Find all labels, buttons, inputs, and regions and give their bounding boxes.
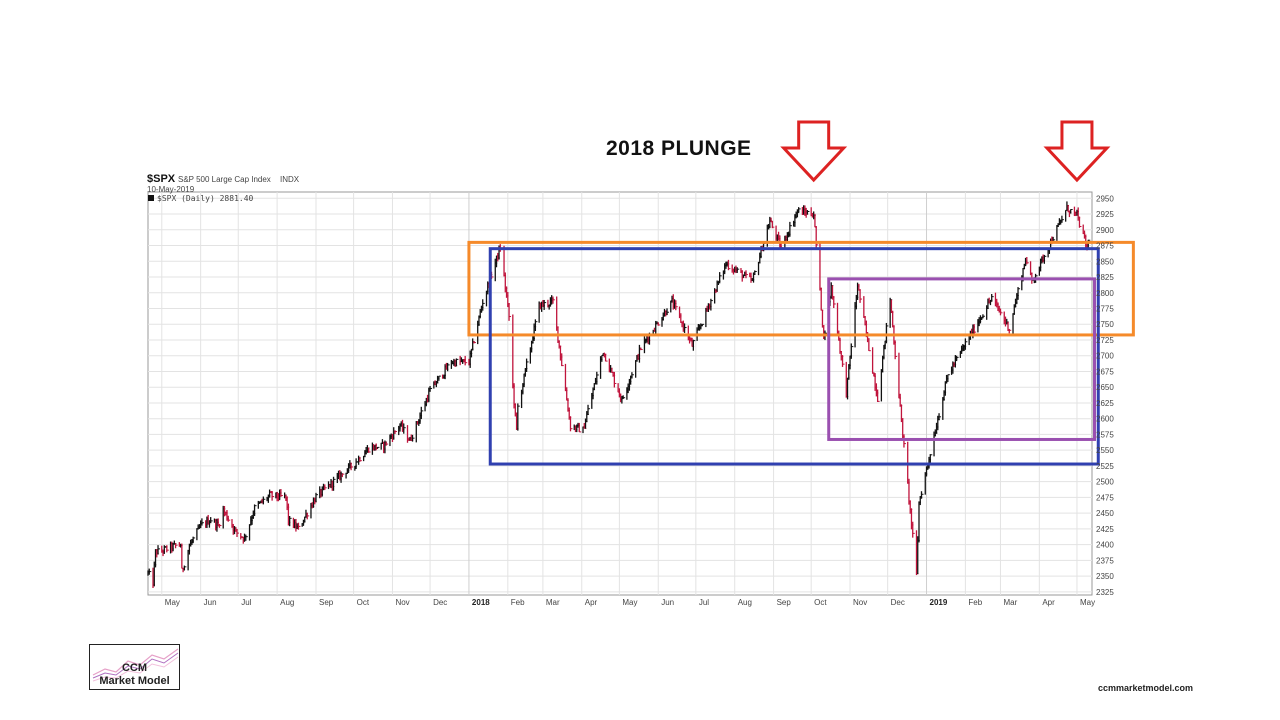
x-tick-label: May (622, 598, 637, 607)
chart-symbol: $SPX (147, 173, 176, 185)
y-tick-label: 2775 (1096, 304, 1114, 313)
x-tick-label: Aug (738, 598, 752, 607)
y-tick-label: 2925 (1096, 210, 1114, 219)
y-tick-label: 2800 (1096, 289, 1114, 298)
chart-legend: $SPX (Daily) 2881.40 (157, 194, 254, 203)
x-tick-label: Nov (853, 598, 867, 607)
y-axis-ticks: 2325 2350 2375 2400 2425 2450 2475 2500 2525 2550… (1096, 194, 1114, 597)
purple-range-box (827, 277, 1097, 441)
y-tick-label: 2700 (1096, 352, 1114, 361)
annotation-arrows (780, 120, 1111, 183)
orange-range-box (467, 240, 1135, 337)
y-tick-label: 2475 (1096, 493, 1114, 502)
y-tick-label: 2750 (1096, 320, 1114, 329)
logo-text-market-model: Market Model (99, 675, 170, 687)
x-tick-label: Nov (395, 598, 409, 607)
logo-text-ccm: CCM (121, 662, 148, 674)
y-tick-label: 2550 (1096, 446, 1114, 455)
logo-wave-icon (92, 648, 179, 682)
annotation-boxes (467, 240, 1135, 466)
y-tick-label: 2875 (1096, 242, 1114, 251)
x-tick-label: 2019 (930, 598, 948, 607)
x-tick-label: Oct (814, 598, 827, 607)
x-tick-label: Apr (585, 598, 598, 607)
chart-date: 10-May-2019 (147, 185, 195, 194)
website-url: ccmmarketmodel.com (1098, 683, 1194, 693)
chart-index-name: S&P 500 Large Cap Index (178, 175, 271, 184)
x-tick-label: Sep (777, 598, 792, 607)
x-tick-label: May (165, 598, 180, 607)
x-axis-ticks: May Jun Jul Aug Sep Oct Nov Dec 2018 Feb Mar Apr May… (165, 598, 1095, 607)
y-tick-label: 2850 (1096, 257, 1114, 266)
chart-exchange: INDX (280, 175, 300, 184)
y-tick-label: 2600 (1096, 415, 1114, 424)
x-tick-label: Aug (280, 598, 294, 607)
blue-range-box (488, 247, 1100, 466)
y-tick-label: 2425 (1096, 525, 1114, 534)
x-tick-label: Dec (891, 598, 905, 607)
y-tick-label: 2625 (1096, 399, 1114, 408)
y-tick-label: 2725 (1096, 336, 1114, 345)
y-tick-label: 2525 (1096, 462, 1114, 471)
x-tick-label: Feb (511, 598, 525, 607)
down-arrow-icon (780, 120, 848, 183)
x-tick-label: Jun (661, 598, 674, 607)
x-tick-label: May (1080, 598, 1095, 607)
x-tick-label: Jun (204, 598, 217, 607)
x-tick-label: Oct (357, 598, 370, 607)
chart-header: $SPX S&P 500 Large Cap Index INDX 10-May… (147, 173, 300, 203)
y-tick-label: 2500 (1096, 478, 1114, 487)
y-tick-label: 2675 (1096, 367, 1114, 376)
y-tick-label: 2350 (1096, 572, 1114, 581)
y-tick-label: 2375 (1096, 556, 1114, 565)
y-tick-label: 2325 (1096, 588, 1114, 597)
ccm-logo: CCM Market Model (89, 644, 180, 690)
y-tick-label: 2450 (1096, 509, 1114, 518)
y-tick-label: 2400 (1096, 541, 1114, 550)
x-tick-label: Feb (968, 598, 982, 607)
x-tick-label: Jul (241, 598, 251, 607)
y-tick-label: 2950 (1096, 194, 1114, 203)
down-arrow-icon (1043, 120, 1111, 183)
x-tick-label: Apr (1042, 598, 1055, 607)
x-tick-label: Mar (1003, 598, 1017, 607)
x-tick-label: Mar (546, 598, 560, 607)
legend-swatch (148, 195, 154, 201)
y-tick-label: 2650 (1096, 383, 1114, 392)
x-tick-label: Sep (319, 598, 334, 607)
x-tick-label: Dec (433, 598, 447, 607)
price-bars (147, 201, 1091, 588)
x-tick-label: 2018 (472, 598, 490, 607)
y-tick-label: 2575 (1096, 430, 1114, 439)
headline: 2018 PLUNGE (606, 137, 752, 160)
x-tick-label: Jul (699, 598, 709, 607)
y-tick-label: 2900 (1096, 226, 1114, 235)
y-tick-label: 2825 (1096, 273, 1114, 282)
